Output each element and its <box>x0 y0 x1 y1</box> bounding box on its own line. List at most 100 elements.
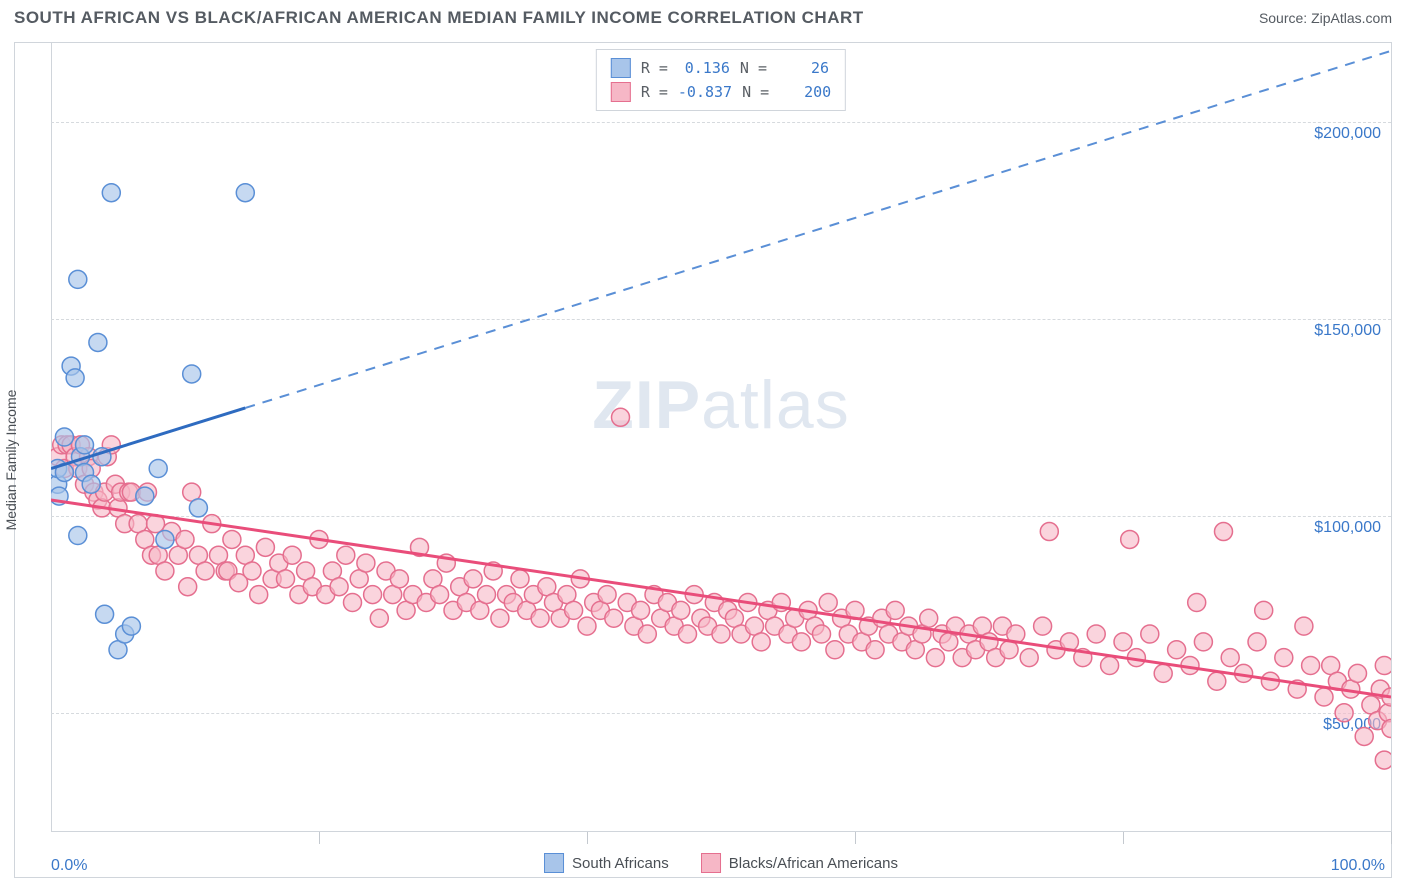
data-point <box>156 562 174 580</box>
source-name: ZipAtlas.com <box>1311 10 1392 26</box>
data-point <box>1034 617 1052 635</box>
source-prefix: Source: <box>1259 10 1311 26</box>
data-point <box>565 601 583 619</box>
data-point <box>1208 672 1226 690</box>
data-point <box>1295 617 1313 635</box>
data-point <box>256 538 274 556</box>
swatch-a-icon <box>544 853 564 873</box>
n-label: N = <box>742 80 769 104</box>
data-point <box>752 633 770 651</box>
data-point <box>1114 633 1132 651</box>
data-point <box>250 586 268 604</box>
data-point <box>179 578 197 596</box>
data-point <box>344 593 362 611</box>
data-point <box>672 601 690 619</box>
data-point <box>819 593 837 611</box>
swatch-b-icon <box>701 853 721 873</box>
data-point <box>1221 649 1239 667</box>
plot-svg <box>51 43 1391 831</box>
data-point <box>189 499 207 517</box>
data-point <box>69 527 87 545</box>
n-value-a: 26 <box>777 56 829 80</box>
data-point <box>357 554 375 572</box>
data-point <box>792 633 810 651</box>
data-point <box>920 609 938 627</box>
data-point <box>431 586 449 604</box>
data-point <box>277 570 295 588</box>
r-label: R = <box>641 56 668 80</box>
data-point <box>223 530 241 548</box>
data-point <box>679 625 697 643</box>
data-point <box>491 609 509 627</box>
data-point <box>1255 601 1273 619</box>
data-point <box>76 436 94 454</box>
data-point <box>102 184 120 202</box>
data-point <box>1194 633 1212 651</box>
data-point <box>390 570 408 588</box>
swatch-a-icon <box>611 58 631 78</box>
data-point <box>464 570 482 588</box>
data-point <box>598 586 616 604</box>
correlation-legend: R = 0.136 N = 26 R = -0.837 N = 200 <box>596 49 846 111</box>
source-attribution: Source: ZipAtlas.com <box>1259 10 1392 26</box>
data-point <box>1375 751 1391 769</box>
x-tick-min: 0.0% <box>51 857 87 875</box>
data-point <box>1188 593 1206 611</box>
data-point <box>1302 657 1320 675</box>
data-point <box>122 617 140 635</box>
data-point <box>632 601 650 619</box>
correlation-row-a: R = 0.136 N = 26 <box>611 56 831 80</box>
data-point <box>330 578 348 596</box>
data-point <box>926 649 944 667</box>
data-point <box>1315 688 1333 706</box>
data-point <box>1215 523 1233 541</box>
data-point <box>149 460 167 478</box>
data-point <box>511 570 529 588</box>
data-point <box>183 365 201 383</box>
data-point <box>1141 625 1159 643</box>
x-tick-max: 100.0% <box>1331 857 1385 875</box>
data-point <box>89 333 107 351</box>
data-point <box>1355 727 1373 745</box>
data-point <box>196 562 214 580</box>
data-point <box>243 562 261 580</box>
plot-area: ZIPatlas R = 0.136 N = 26 R = -0.837 N =… <box>51 43 1391 831</box>
data-point <box>283 546 301 564</box>
data-point <box>82 475 100 493</box>
n-label: N = <box>740 56 767 80</box>
data-point <box>176 530 194 548</box>
data-point <box>136 487 154 505</box>
data-point <box>69 270 87 288</box>
swatch-b-icon <box>611 82 631 102</box>
legend-label-b: Blacks/African Americans <box>729 855 898 872</box>
data-point <box>1121 530 1139 548</box>
data-point <box>156 530 174 548</box>
data-point <box>826 641 844 659</box>
x-tick <box>1391 832 1392 844</box>
data-point <box>478 586 496 604</box>
data-point <box>1275 649 1293 667</box>
r-label: R = <box>641 80 668 104</box>
data-point <box>1248 633 1266 651</box>
data-point <box>1335 704 1353 722</box>
data-point <box>96 605 114 623</box>
data-point <box>866 641 884 659</box>
data-point <box>1101 657 1119 675</box>
x-tick <box>319 832 320 844</box>
x-tick <box>855 832 856 844</box>
data-point <box>813 625 831 643</box>
data-point <box>1375 657 1391 675</box>
data-point <box>1154 664 1172 682</box>
data-point <box>370 609 388 627</box>
r-value-a: 0.136 <box>678 56 730 80</box>
data-point <box>638 625 656 643</box>
legend-item-b: Blacks/African Americans <box>701 853 898 873</box>
data-point <box>605 609 623 627</box>
data-point <box>612 408 630 426</box>
correlation-row-b: R = -0.837 N = 200 <box>611 80 831 104</box>
legend-item-a: South Africans <box>544 853 669 873</box>
chart-container: Median Family Income ZIPatlas R = 0.136 … <box>14 42 1392 878</box>
r-value-b: -0.837 <box>678 80 732 104</box>
x-tick <box>587 832 588 844</box>
data-point <box>236 184 254 202</box>
